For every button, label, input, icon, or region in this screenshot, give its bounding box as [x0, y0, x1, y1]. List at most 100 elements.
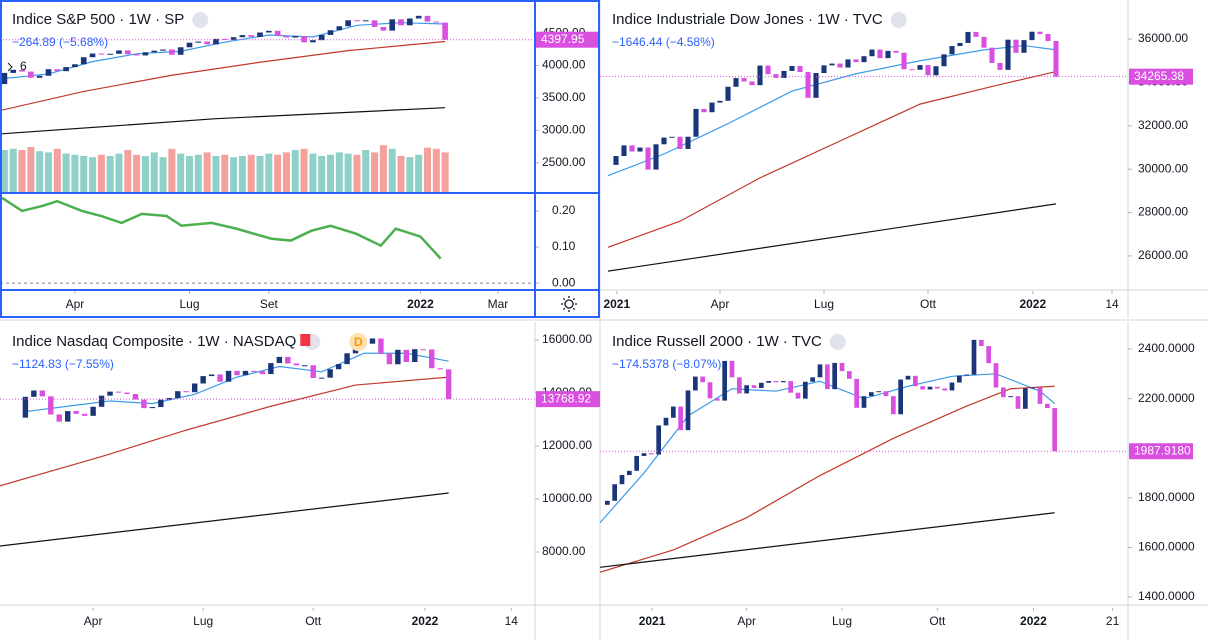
candle [213, 38, 219, 45]
candle [619, 475, 625, 485]
volume-bar [344, 153, 352, 192]
chart-title: Indice Nasdaq Composite · 1W · NASDAQ [12, 333, 296, 350]
candle [629, 145, 635, 152]
candle [869, 49, 875, 57]
candle [621, 145, 627, 157]
volume-bar [379, 145, 387, 192]
candle [797, 66, 803, 73]
candle [116, 50, 122, 54]
selected-border[interactable] [0, 0, 600, 318]
last-price-box [536, 391, 600, 408]
candle [765, 65, 771, 75]
candle [890, 396, 896, 415]
x-tick-label: Apr [66, 297, 85, 311]
study-toggle: 6 [20, 59, 27, 73]
candle [901, 52, 907, 70]
moving-average [4, 22, 446, 80]
candle [191, 383, 198, 393]
candle [31, 390, 37, 397]
candle [692, 376, 698, 391]
candle [1044, 403, 1050, 409]
candle [893, 50, 899, 53]
candle [722, 360, 728, 401]
candle [133, 54, 140, 56]
candle [733, 78, 739, 87]
candle [773, 74, 779, 78]
candle [885, 50, 891, 59]
candle [1008, 396, 1014, 398]
chart-title: Indice Industriale Dow Jones · 1W · TVC [612, 11, 883, 28]
badge: D [354, 335, 363, 349]
candle [693, 108, 699, 137]
candle [407, 18, 413, 26]
last-price-box [1129, 443, 1193, 460]
candle [604, 500, 610, 505]
last-price-label: 13768.92 [541, 391, 591, 405]
candle [773, 381, 779, 383]
pane [607, 31, 1059, 272]
candle [302, 365, 308, 367]
candle [56, 414, 62, 422]
candle [941, 54, 947, 67]
volume-bar [256, 156, 264, 192]
candle [837, 63, 843, 68]
y-tick-label: 1800.0000 [1138, 490, 1195, 504]
x-tick-label: Lug [814, 297, 834, 311]
candle [1052, 408, 1058, 452]
candle [301, 36, 307, 43]
candle [186, 42, 193, 48]
candle [276, 356, 283, 364]
candle [141, 399, 147, 409]
candle [204, 41, 210, 45]
indicator-tick-label: 0.00 [552, 275, 576, 289]
candle [956, 375, 962, 383]
candle [310, 365, 316, 378]
candle [905, 375, 911, 380]
candle [335, 364, 342, 370]
candle [700, 376, 706, 383]
candle [65, 411, 71, 422]
chart-title: Indice S&P 500 · 1W · SP [12, 11, 184, 28]
last-price-box [536, 31, 600, 48]
change-label: −1124.83 (−7.55%) [12, 357, 114, 371]
x-tick-label: Ott [305, 614, 322, 628]
candle [839, 362, 845, 372]
candle [80, 57, 87, 65]
candle [949, 46, 955, 55]
flag [300, 334, 311, 346]
candle [846, 371, 852, 379]
candle [714, 398, 720, 401]
x-tick-label: 2021 [639, 614, 666, 628]
candle [1037, 387, 1043, 404]
volume-bar [353, 154, 361, 192]
candle [208, 374, 215, 377]
change-label: −1646.44 (−4.58%) [612, 35, 715, 49]
volume-bar [124, 150, 132, 192]
candle [934, 386, 940, 389]
candle [183, 391, 189, 393]
settings-icon[interactable] [561, 296, 577, 312]
candle [736, 377, 742, 394]
candle [920, 386, 926, 390]
candle [151, 50, 158, 53]
volume-bar [168, 148, 176, 192]
candle [1030, 387, 1036, 389]
candle [634, 455, 640, 471]
moving-average [600, 512, 1055, 568]
volume-bar [159, 157, 167, 192]
candle [98, 53, 105, 55]
candle [124, 50, 131, 55]
candle [780, 381, 786, 383]
candle [1015, 396, 1021, 409]
title-menu [890, 12, 907, 28]
candle [160, 49, 166, 51]
candle [389, 19, 396, 31]
candle [89, 53, 96, 58]
candle [39, 390, 46, 397]
candle [283, 35, 290, 38]
volume-bar [141, 156, 149, 192]
candle [824, 364, 830, 390]
candle [725, 86, 731, 101]
pane [0, 338, 452, 547]
candle [909, 69, 915, 71]
